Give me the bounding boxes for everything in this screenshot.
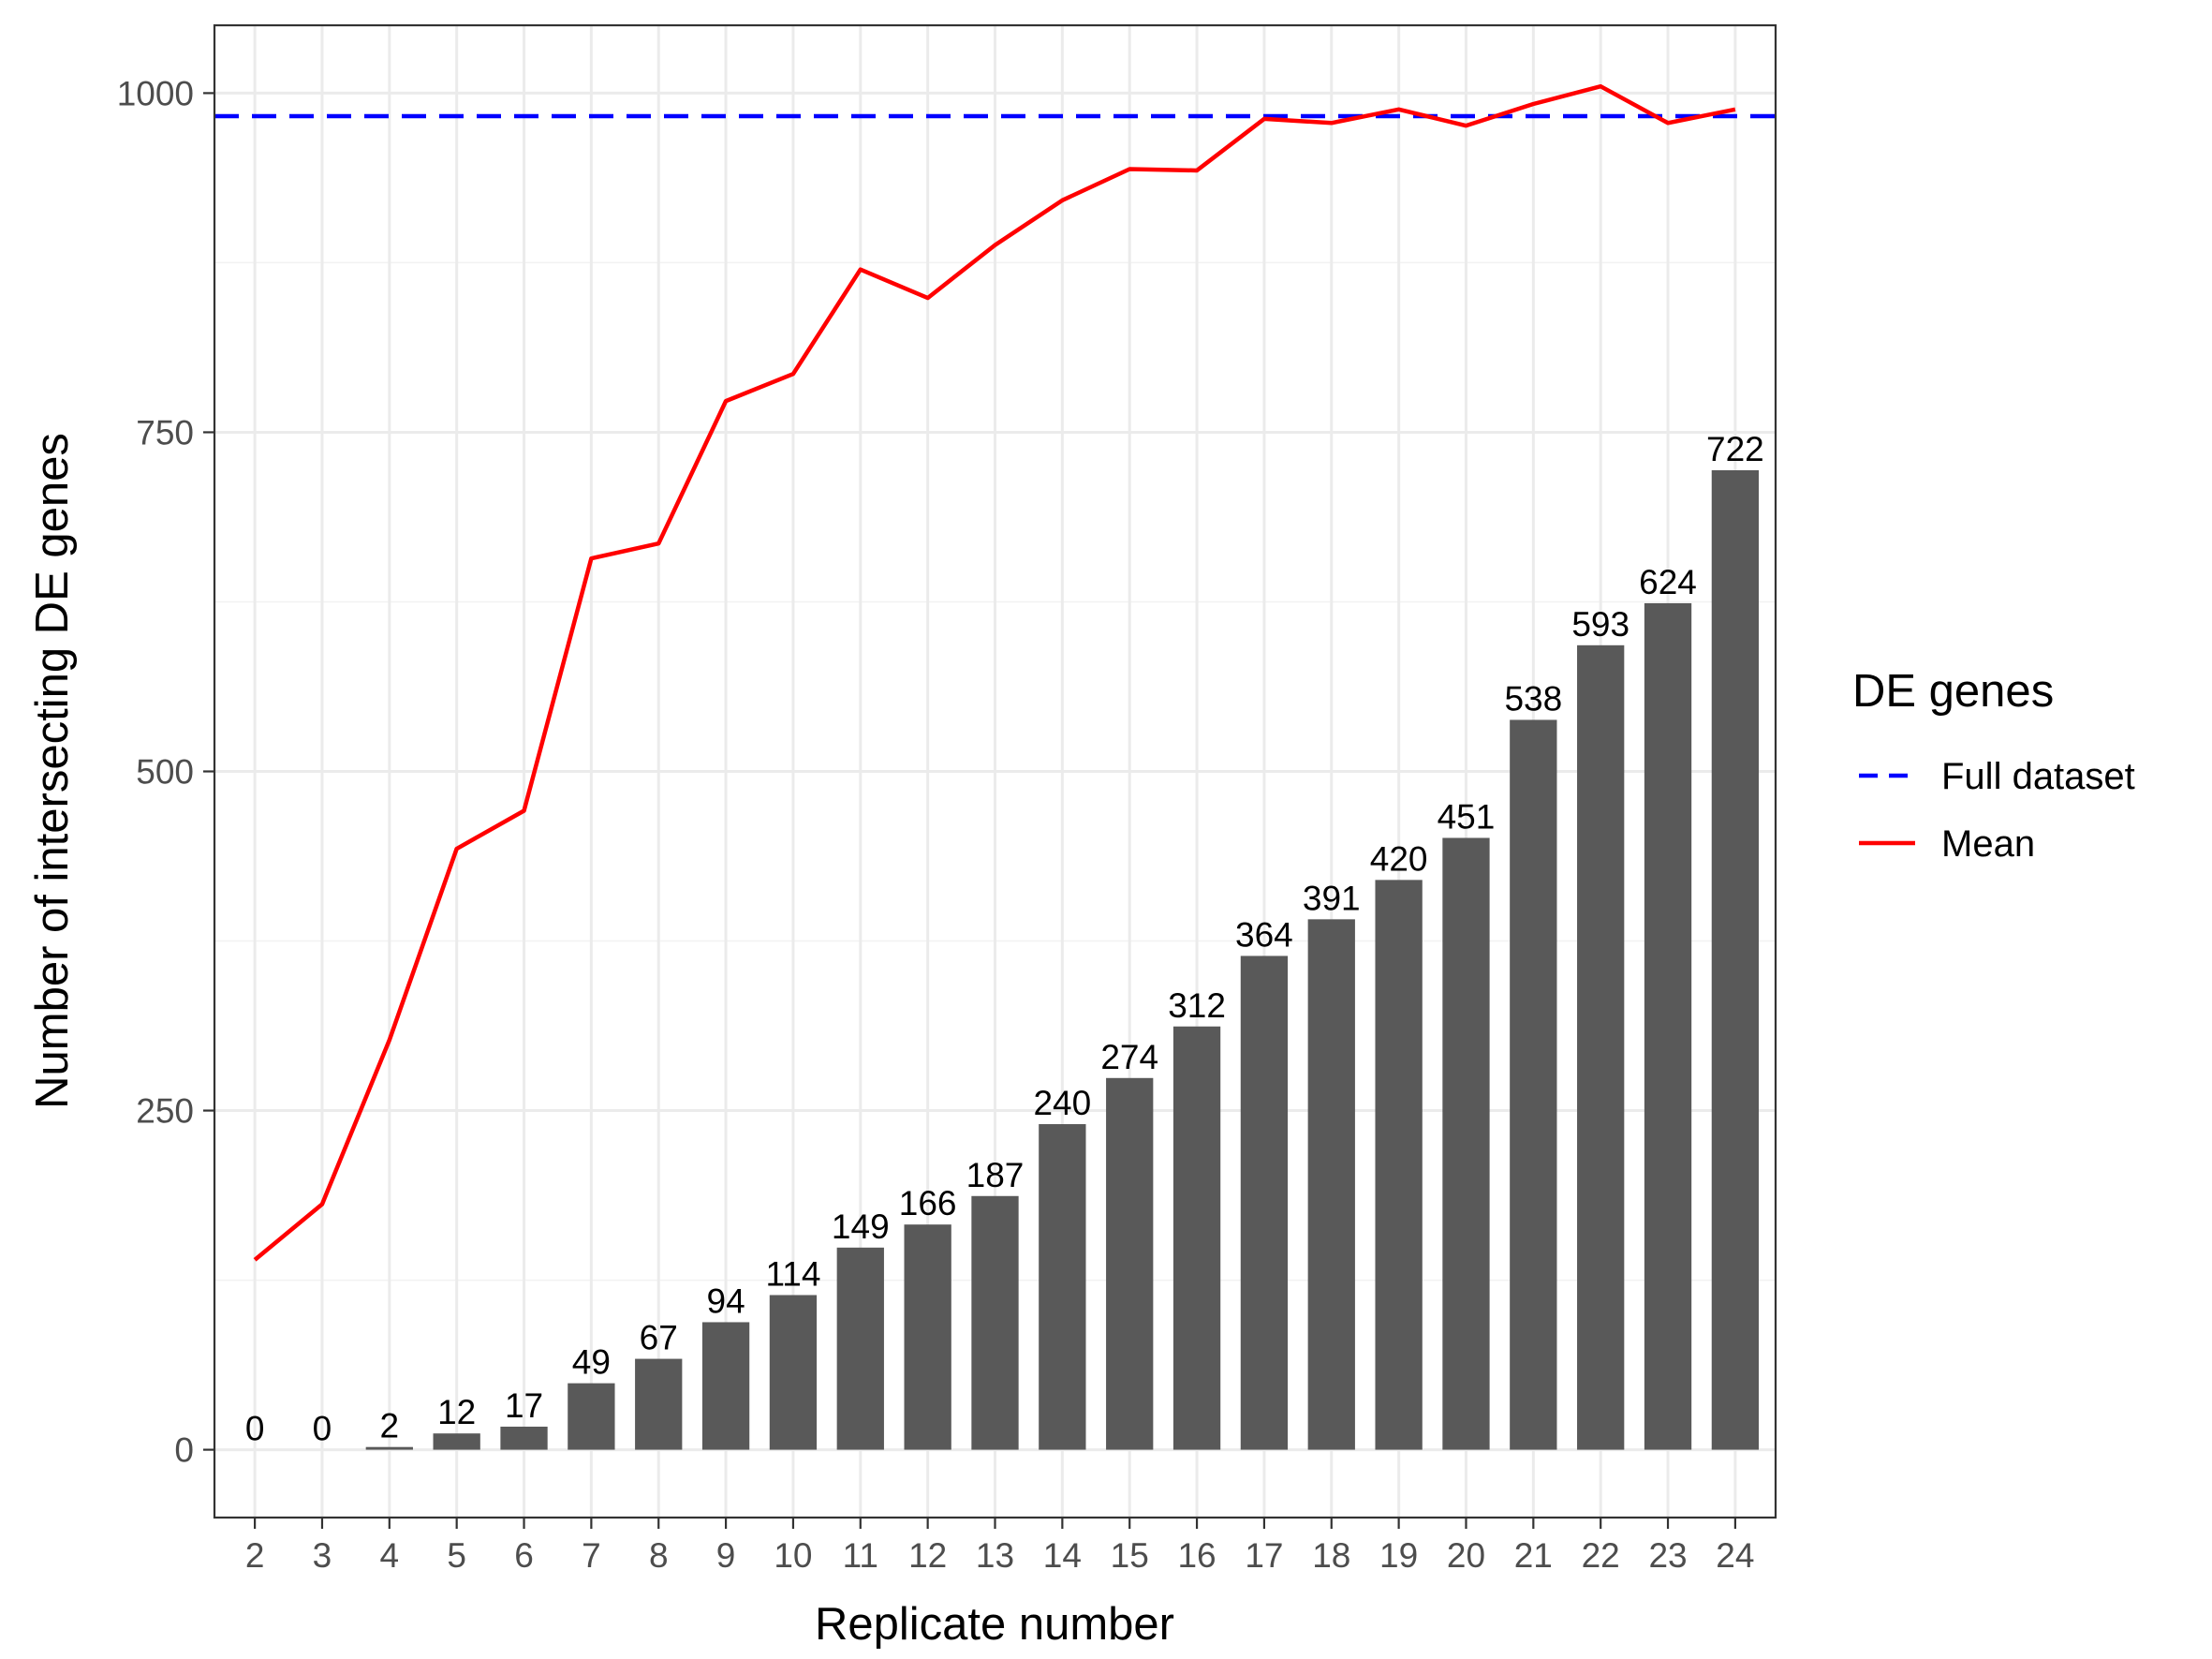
- x-axis-title: Replicate number: [815, 1599, 1174, 1650]
- x-tick-label: 12: [908, 1536, 947, 1575]
- bar: [1644, 602, 1692, 1450]
- bar-value-label: 0: [313, 1410, 332, 1448]
- bar: [701, 1322, 750, 1450]
- bar: [1172, 1026, 1221, 1450]
- bar-value-label: 149: [832, 1207, 890, 1246]
- bar: [769, 1295, 818, 1450]
- x-tick-label: 17: [1245, 1536, 1283, 1575]
- bar-value-label: 240: [1033, 1084, 1091, 1122]
- bar-value-label: 312: [1168, 986, 1226, 1025]
- x-tick-label: 10: [774, 1536, 812, 1575]
- x-tick-label: 23: [1648, 1536, 1687, 1575]
- legend-label-full-dataset: Full dataset: [1941, 756, 2135, 797]
- bar: [1240, 955, 1289, 1450]
- bar-value-label: 67: [640, 1319, 678, 1357]
- x-tick-label: 19: [1379, 1536, 1418, 1575]
- x-tick-label: 14: [1043, 1536, 1082, 1575]
- bar-value-label: 593: [1571, 605, 1630, 644]
- legend-label-mean: Mean: [1941, 823, 2035, 865]
- bar: [1375, 880, 1423, 1450]
- bar-value-label: 166: [899, 1184, 957, 1222]
- bar-value-label: 722: [1706, 430, 1764, 468]
- bar-value-label: 420: [1370, 839, 1428, 878]
- bar-value-label: 49: [572, 1343, 611, 1382]
- y-tick-label: 500: [136, 753, 194, 792]
- bar: [836, 1247, 884, 1450]
- bar: [1106, 1077, 1154, 1450]
- bar-value-label: 274: [1100, 1038, 1158, 1076]
- y-tick-label: 250: [136, 1092, 194, 1131]
- bar: [365, 1446, 413, 1450]
- y-tick-label: 0: [174, 1431, 194, 1470]
- bar-value-label: 114: [765, 1254, 820, 1293]
- y-axis-ticks: 0 250 500 750 1000: [117, 74, 214, 1470]
- x-tick-label: 5: [447, 1536, 466, 1575]
- bar: [1711, 470, 1760, 1450]
- bar-value-label: 538: [1504, 679, 1562, 718]
- bar-value-label: 624: [1639, 563, 1697, 601]
- bar-value-label: 12: [437, 1393, 476, 1431]
- legend: DE genes Full dataset Mean: [1852, 666, 2135, 865]
- x-tick-label: 8: [649, 1536, 669, 1575]
- bar: [971, 1195, 1019, 1450]
- x-tick-label: 2: [245, 1536, 265, 1575]
- bar-value-label: 2: [380, 1407, 400, 1445]
- bar-value-label: 364: [1235, 915, 1293, 954]
- x-tick-label: 24: [1716, 1536, 1754, 1575]
- x-tick-label: 18: [1312, 1536, 1350, 1575]
- bar-value-label: 94: [707, 1281, 745, 1320]
- y-axis-title: Number of intersecting DE genes: [27, 433, 78, 1109]
- bar: [1442, 837, 1490, 1450]
- mean-line: [253, 83, 1736, 1262]
- bars: [230, 470, 1760, 1450]
- bar-value-label: 451: [1438, 797, 1496, 836]
- x-tick-label: 7: [582, 1536, 601, 1575]
- x-tick-label: 13: [976, 1536, 1014, 1575]
- x-axis-ticks: 2 3 4 5 6 7 8 9 10 11 12 13 14 15 16 17 18 19 20 21 22 23 24: [245, 1518, 1754, 1575]
- legend-title: DE genes: [1852, 666, 2054, 717]
- bar: [1039, 1124, 1086, 1450]
- bar: [500, 1426, 548, 1450]
- x-tick-label: 4: [380, 1536, 400, 1575]
- bar: [1307, 919, 1355, 1450]
- x-tick-label: 20: [1447, 1536, 1485, 1575]
- x-tick-label: 21: [1514, 1536, 1553, 1575]
- y-tick-label: 1000: [117, 74, 194, 112]
- bar-value-label: 0: [245, 1410, 265, 1448]
- bar: [1577, 644, 1625, 1450]
- x-tick-label: 15: [1111, 1536, 1149, 1575]
- x-tick-label: 11: [843, 1536, 878, 1575]
- x-tick-label: 3: [313, 1536, 332, 1575]
- bar: [904, 1224, 951, 1450]
- bar: [433, 1433, 480, 1450]
- x-tick-label: 16: [1177, 1536, 1216, 1575]
- bar: [1510, 719, 1557, 1450]
- x-tick-label: 9: [716, 1536, 736, 1575]
- bar-value-label: 187: [966, 1156, 1025, 1194]
- x-tick-label: 6: [514, 1536, 534, 1575]
- bar: [635, 1358, 683, 1450]
- x-tick-label: 22: [1582, 1536, 1620, 1575]
- bar-value-label: 17: [505, 1386, 543, 1425]
- y-tick-label: 750: [136, 413, 194, 452]
- bar: [568, 1383, 615, 1450]
- bar-value-label: 391: [1303, 879, 1361, 917]
